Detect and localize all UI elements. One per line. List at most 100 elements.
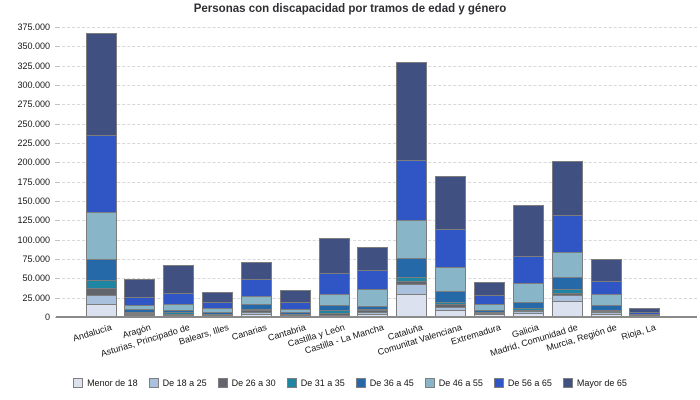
bar-segment	[203, 308, 233, 312]
bar-segment	[280, 314, 310, 316]
bar-Andalucía	[85, 32, 117, 318]
y-tick-mark	[55, 65, 60, 67]
bar-segment	[164, 265, 194, 294]
bar-segment	[630, 308, 660, 313]
bar-segment	[164, 314, 194, 316]
bar-segment	[86, 303, 116, 317]
bar-segment	[241, 311, 271, 314]
bar-segment	[164, 313, 194, 315]
bar-segment	[319, 293, 349, 305]
bar-segment	[397, 293, 427, 317]
y-tick-label: 350.000	[17, 41, 50, 52]
bar-segment	[513, 313, 543, 317]
bar-segment	[436, 306, 466, 310]
y-tick-mark	[55, 104, 60, 106]
bar-segment	[358, 311, 388, 314]
y-tick-label: 0	[44, 312, 50, 322]
bar-segment	[475, 294, 505, 305]
bar-segment	[397, 283, 427, 294]
chart-title: Personas con discapacidad por tramos de …	[193, 3, 507, 15]
bar-segment	[125, 279, 155, 297]
bar-segment	[164, 312, 194, 314]
bar-segment	[241, 262, 271, 279]
bar-Extremadura	[474, 281, 506, 318]
y-tick-label: 325.000	[17, 60, 50, 71]
legend-item: De 56 a 65	[493, 378, 552, 388]
legend-label: De 31 a 35	[300, 378, 345, 388]
bar-segment	[319, 314, 349, 316]
bar-segment	[475, 311, 505, 313]
legend-label: De 26 a 30	[231, 378, 276, 388]
y-tick-mark	[55, 46, 60, 48]
legend-swatch	[286, 378, 297, 388]
bar-segment	[630, 314, 660, 316]
bar-segment	[436, 301, 466, 305]
y-tick-mark	[55, 85, 60, 86]
bar-segment	[552, 300, 582, 317]
bar-segment	[358, 269, 388, 289]
legend-label: De 56 a 65	[507, 378, 552, 388]
bar-segment	[358, 313, 388, 317]
bar-segment	[436, 229, 466, 268]
bar-segment	[552, 276, 582, 290]
bar-segment	[475, 304, 505, 310]
plot-area	[62, 27, 697, 318]
bar-segment	[241, 278, 271, 297]
gridline	[62, 65, 697, 67]
y-tick-mark	[55, 201, 60, 202]
bar-segment	[397, 258, 427, 277]
bar-segment	[203, 293, 233, 302]
bar-segment	[125, 304, 155, 309]
bar-segment	[203, 313, 233, 315]
bar-segment	[358, 288, 388, 307]
bar-segment	[241, 310, 271, 312]
bar-segment	[475, 282, 505, 295]
bar-segment	[86, 259, 116, 280]
gridline	[62, 201, 697, 202]
bar-segment	[125, 308, 155, 312]
bar-segment	[397, 280, 427, 284]
bar-segment	[513, 308, 543, 310]
bar-Balears, Illes	[202, 292, 234, 318]
bar-segment	[630, 315, 660, 317]
bar-segment	[591, 309, 621, 312]
bar-segment	[552, 295, 582, 301]
bar-segment	[513, 206, 543, 256]
legend-swatch	[217, 378, 228, 388]
bar-segment	[591, 304, 621, 310]
y-tick-label: 300.000	[17, 80, 50, 90]
bar-Madrid, Comunidad de	[551, 160, 583, 318]
legend-item: De 18 a 25	[148, 378, 207, 388]
bar-segment	[358, 310, 388, 312]
legend-item: De 46 a 55	[424, 378, 483, 388]
bar-segment	[86, 33, 116, 135]
bar-segment	[397, 62, 427, 161]
bar-segment	[164, 309, 194, 313]
bar-segment	[86, 134, 116, 213]
legend-swatch	[73, 378, 84, 388]
bar-segment	[125, 312, 155, 314]
gridline	[62, 220, 697, 222]
y-tick-mark	[55, 162, 60, 164]
bar-segment	[241, 304, 271, 309]
legend-swatch	[493, 378, 504, 388]
bar-segment	[319, 272, 349, 294]
bar-Canarias	[240, 261, 272, 318]
y-tick-label: 275.000	[17, 99, 50, 110]
bar-segment	[241, 308, 271, 311]
gridline	[62, 85, 697, 86]
bar-segment	[397, 276, 427, 281]
bar-segment	[280, 308, 310, 313]
bar-Asturias, Principado de	[163, 264, 195, 318]
bar-segment	[86, 294, 116, 304]
bar-segment	[436, 267, 466, 291]
bar-segment	[513, 311, 543, 314]
y-tick-mark	[55, 220, 60, 222]
bar-segment	[203, 301, 233, 309]
y-tick-label: 100.000	[17, 234, 50, 245]
bar-segment	[591, 311, 621, 313]
y-tick-label: 250.000	[17, 118, 50, 129]
legend-swatch	[148, 378, 159, 388]
bar-segment	[86, 287, 116, 295]
bar-segment	[203, 314, 233, 316]
